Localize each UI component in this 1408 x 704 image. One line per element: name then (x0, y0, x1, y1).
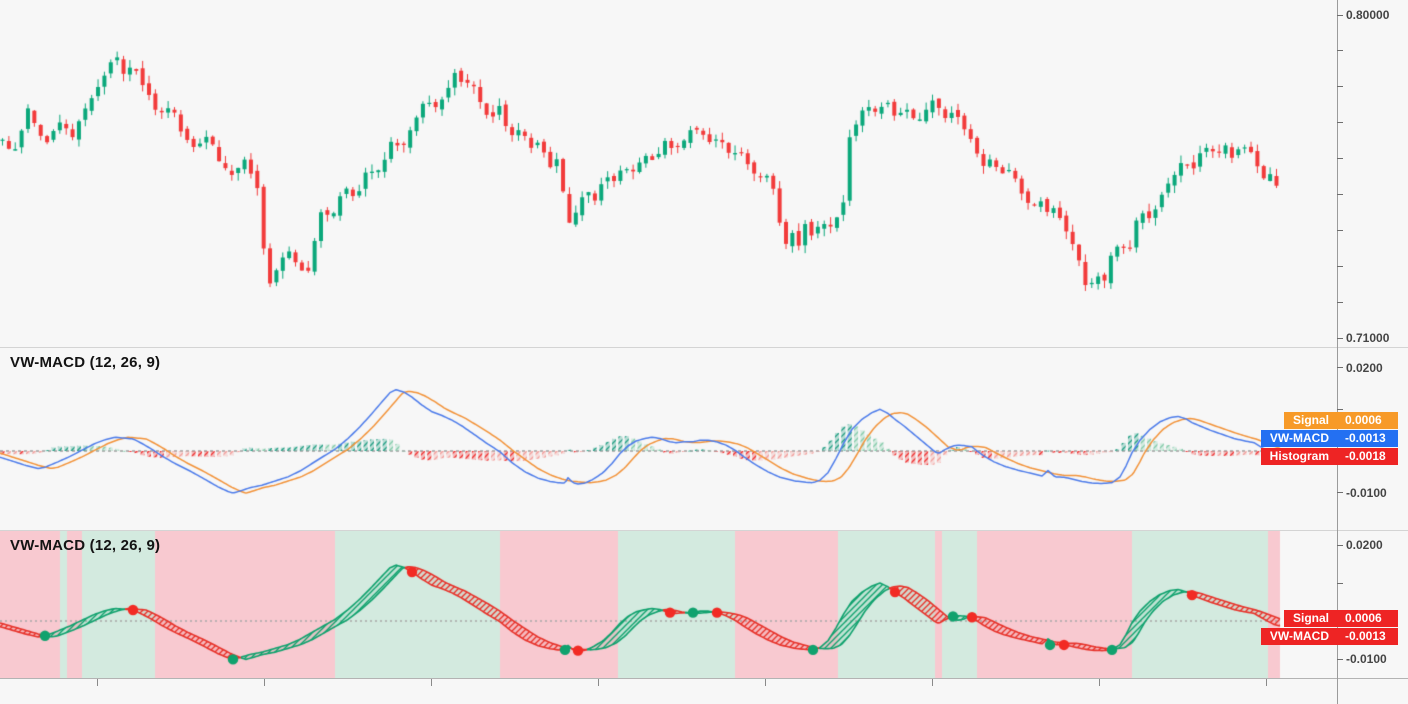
time-axis-tick (264, 679, 265, 686)
macd-ribbon-canvas[interactable] (0, 531, 1337, 678)
macd-axis-tick (1337, 492, 1343, 494)
price-axis-border (1337, 0, 1338, 704)
macd-axis-tick (1337, 367, 1343, 369)
tag-label: VW-MACD (1269, 629, 1329, 643)
macd-axis-label-bottom: -0.0100 (1346, 485, 1387, 500)
price-axis-label-top: 0.80000 (1346, 8, 1390, 22)
time-axis-tick (765, 679, 766, 686)
price-axis-tick (1337, 14, 1343, 16)
panel-separator[interactable] (0, 347, 1408, 348)
tag-value: 0.0006 (1345, 413, 1382, 427)
price-axis-tick (1337, 337, 1343, 339)
price-axis-tick (1337, 50, 1343, 52)
tag-value: 0.0006 (1345, 611, 1382, 625)
macd-panel-title[interactable]: VW-MACD (12, 26, 9) (10, 354, 161, 371)
macd-indicator-canvas[interactable] (0, 348, 1337, 530)
time-axis-tick (598, 679, 599, 686)
time-axis-tick (932, 679, 933, 686)
price-chart-canvas[interactable] (0, 0, 1337, 347)
tag-label: VW-MACD (1269, 431, 1329, 445)
price-axis-tick (1337, 122, 1343, 124)
tag-value: -0.0013 (1345, 431, 1386, 445)
time-axis-tick (431, 679, 432, 686)
ribbon-axis-label-top: 0.0200 (1346, 538, 1383, 552)
panel-separator[interactable] (0, 530, 1408, 531)
time-axis-tick (1266, 679, 1267, 686)
time-axis-tick (1099, 679, 1100, 686)
value-tag-vwmacd: VW-MACD -0.0013 (1260, 430, 1398, 447)
panel-separator (0, 678, 1408, 679)
value-tag-ribbon-signal: Signal 0.0006 (1283, 610, 1398, 627)
price-axis-tick (1337, 86, 1343, 88)
price-axis-tick (1337, 301, 1343, 303)
macd-axis-tick (1337, 408, 1343, 410)
ribbon-axis-tick (1337, 658, 1343, 660)
value-tag-ribbon-vwmacd: VW-MACD -0.0013 (1260, 628, 1398, 645)
tag-label: Signal (1292, 611, 1329, 625)
value-tag-signal: Signal 0.0006 (1283, 412, 1398, 429)
tag-label: Histogram (1269, 449, 1329, 463)
tag-value: -0.0013 (1345, 629, 1386, 643)
ribbon-panel-title[interactable]: VW-MACD (12, 26, 9) (10, 537, 161, 554)
ribbon-axis-tick (1337, 544, 1343, 546)
tag-label: Signal (1292, 413, 1329, 427)
value-tag-histogram: Histogram -0.0018 (1260, 448, 1398, 465)
price-axis-tick (1337, 265, 1343, 267)
ribbon-axis-label-bottom: -0.0100 (1346, 652, 1387, 666)
price-axis-tick (1337, 229, 1343, 231)
tag-value: -0.0018 (1345, 449, 1386, 463)
price-axis-tick (1337, 158, 1343, 160)
price-axis-label-bottom: 0.71000 (1346, 331, 1390, 345)
time-axis-tick (97, 679, 98, 686)
macd-axis-label-top: 0.0200 (1346, 360, 1383, 375)
ribbon-axis-tick (1337, 582, 1343, 584)
price-axis-tick (1337, 193, 1343, 195)
